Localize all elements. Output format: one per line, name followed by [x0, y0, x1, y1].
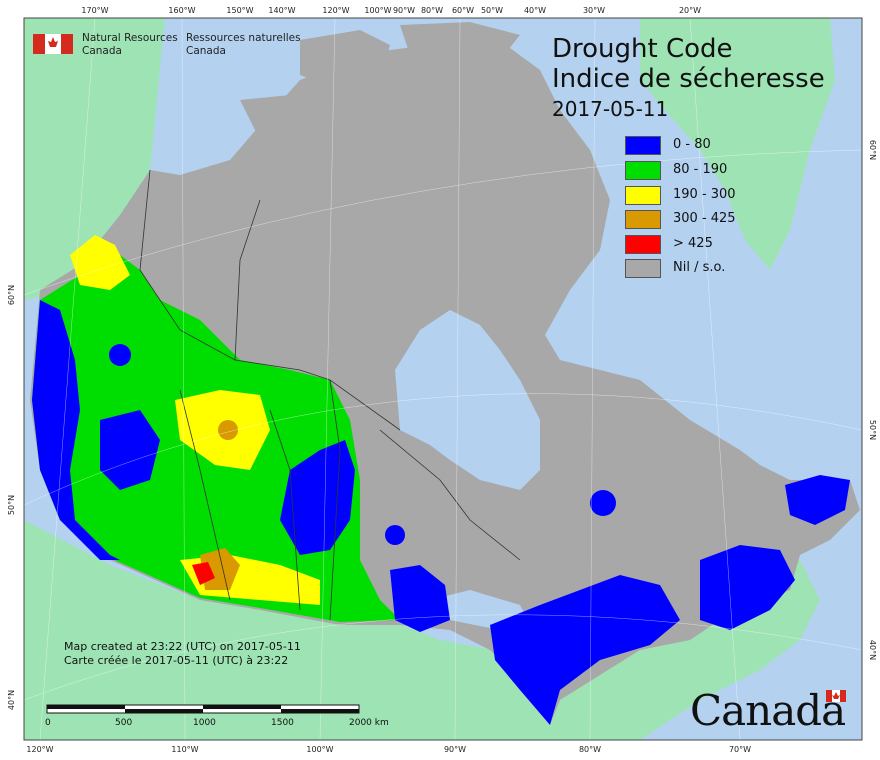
zone-low-spot-2	[385, 525, 405, 545]
arctic-island-3	[240, 95, 300, 140]
tick-label: 90°W	[444, 745, 466, 754]
agency-flag	[33, 34, 73, 54]
zone-low-newfoundland	[785, 475, 850, 525]
agency-en-line1: Natural Resources	[82, 32, 178, 44]
greenland-land	[640, 18, 835, 270]
tick-label: 40°W	[524, 6, 546, 15]
arctic-island-1	[300, 30, 390, 90]
tick-label: 60°W	[452, 6, 474, 15]
zone-low-spot-1	[109, 344, 131, 366]
agency-fr-line2: Canada	[186, 45, 226, 57]
zone-low-maritimes	[700, 545, 795, 630]
legend-label: > 425	[673, 236, 713, 251]
legend-swatch	[625, 186, 661, 205]
tick-label: 20°W	[679, 6, 701, 15]
tick-label: 100°W	[364, 6, 391, 15]
tick-label: 110°W	[171, 745, 198, 754]
zone-low-spot-3	[590, 490, 616, 516]
usa-land	[24, 520, 820, 740]
agency-en-line2: Canada	[82, 45, 122, 57]
tick-label: 170°W	[81, 6, 108, 15]
great-lakes	[430, 590, 530, 628]
scale-label: 2000 km	[349, 718, 389, 728]
scale-label: 0	[45, 718, 51, 728]
canada-wordmark: Canada	[690, 686, 846, 735]
hudson-bay	[395, 310, 540, 490]
tick-label: 60°N	[7, 285, 16, 305]
legend-label: 0 - 80	[673, 137, 711, 152]
tick-label: 70°W	[729, 745, 751, 754]
zone-low-manitoba	[280, 440, 355, 555]
tick-label: 160°W	[168, 6, 195, 15]
tick-label: 60°N	[868, 140, 877, 160]
zone-veryhigh-spot	[218, 420, 238, 440]
legend-swatch	[625, 210, 661, 229]
legend-label: 300 - 425	[673, 211, 736, 226]
tick-label: 90°W	[393, 6, 415, 15]
top-tick-labels: 170°W 160°W 150°W 140°W 120°W 100°W 90°W 80°W 60…	[81, 6, 701, 15]
scale-label: 1500	[271, 718, 294, 728]
agency-name-en: Natural Resources Canada	[82, 32, 178, 58]
tick-label: 100°W	[306, 745, 333, 754]
tick-label: 30°W	[583, 6, 605, 15]
created-en: Map created at 23:22 (UTC) on 2017-05-11	[64, 640, 301, 653]
created-fr: Carte créée le 2017-05-11 (UTC) à 23:22	[64, 654, 289, 667]
zone-low-ontario	[390, 565, 450, 632]
right-tick-labels: 60°N 50°N 40°N	[868, 140, 877, 660]
tick-label: 80°W	[579, 745, 601, 754]
bottom-tick-labels: 120°W 110°W 100°W 90°W 80°W 70°W	[26, 745, 751, 754]
legend-swatch	[625, 161, 661, 180]
graticule	[23, 17, 863, 741]
map-date: 2017-05-11	[552, 97, 669, 121]
tick-label: 120°W	[322, 6, 349, 15]
zone-extreme-prairie	[192, 562, 215, 585]
tick-label: 50°W	[481, 6, 503, 15]
zone-low-quebec	[490, 575, 680, 725]
left-tick-labels: 60°N 50°N 40°N	[7, 285, 16, 710]
agency-name-fr: Ressources naturelles Canada	[186, 32, 301, 58]
tick-label: 80°W	[421, 6, 443, 15]
legend-swatch	[625, 259, 661, 278]
map-title-fr: Indice de sécheresse	[552, 64, 825, 94]
legend-swatch	[625, 235, 661, 254]
legend-label: 80 - 190	[673, 162, 728, 177]
tick-label: 50°N	[868, 420, 877, 440]
tick-label: 50°N	[7, 495, 16, 515]
wordmark-flag	[826, 690, 846, 702]
legend-swatch	[625, 136, 661, 155]
map-title-en: Drought Code	[552, 34, 733, 64]
legend-label: 190 - 300	[673, 187, 736, 202]
tick-label: 150°W	[226, 6, 253, 15]
tick-label: 40°N	[868, 640, 877, 660]
zone-high-yukon	[70, 235, 130, 290]
provincial-borders	[139, 169, 521, 621]
tick-label: 40°N	[7, 690, 16, 710]
tick-label: 140°W	[268, 6, 295, 15]
zone-low-coast	[32, 300, 120, 560]
alaska-land	[24, 18, 165, 300]
agency-fr-line1: Ressources naturelles	[186, 32, 301, 44]
scale-label: 1000	[193, 718, 216, 728]
zone-low-interior	[100, 410, 160, 490]
legend-label: Nil / s.o.	[673, 260, 726, 275]
tick-label: 120°W	[26, 745, 53, 754]
map-border	[23, 17, 863, 741]
scale-bar	[46, 704, 360, 714]
scale-label: 500	[115, 718, 133, 728]
